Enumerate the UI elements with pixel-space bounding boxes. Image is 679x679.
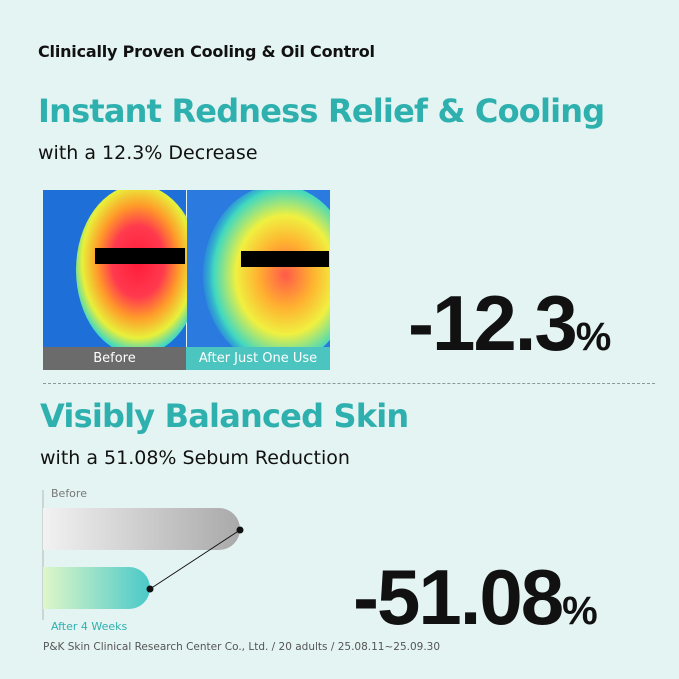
stat-unit: % [562,589,598,633]
sebum-bars [42,490,244,620]
section-subtitle: with a 51.08% Sebum Reduction [40,447,350,469]
stat-number: -12.3 [408,279,578,367]
bar-label: After 4 Weeks [51,620,128,633]
image-label: After Just One Use [186,347,330,370]
footnote: P&K Skin Clinical Research Center Co., L… [43,641,441,653]
stat: -12.3% [408,278,611,382]
divider [43,383,655,384]
image-label: Before [43,347,186,370]
section-title: Visibly Balanced Skin [40,397,409,435]
thermal-images [43,190,330,347]
bar-label: Before [51,487,87,500]
header: Clinically Proven Cooling & Oil Control [38,42,375,61]
stat: -51.08% [353,552,598,656]
stat-number: -51.08 [353,553,564,641]
stat-unit: % [575,315,612,359]
section-title: Instant Redness Relief & Cooling [38,92,605,130]
section-subtitle: with a 12.3% Decrease [38,142,258,164]
